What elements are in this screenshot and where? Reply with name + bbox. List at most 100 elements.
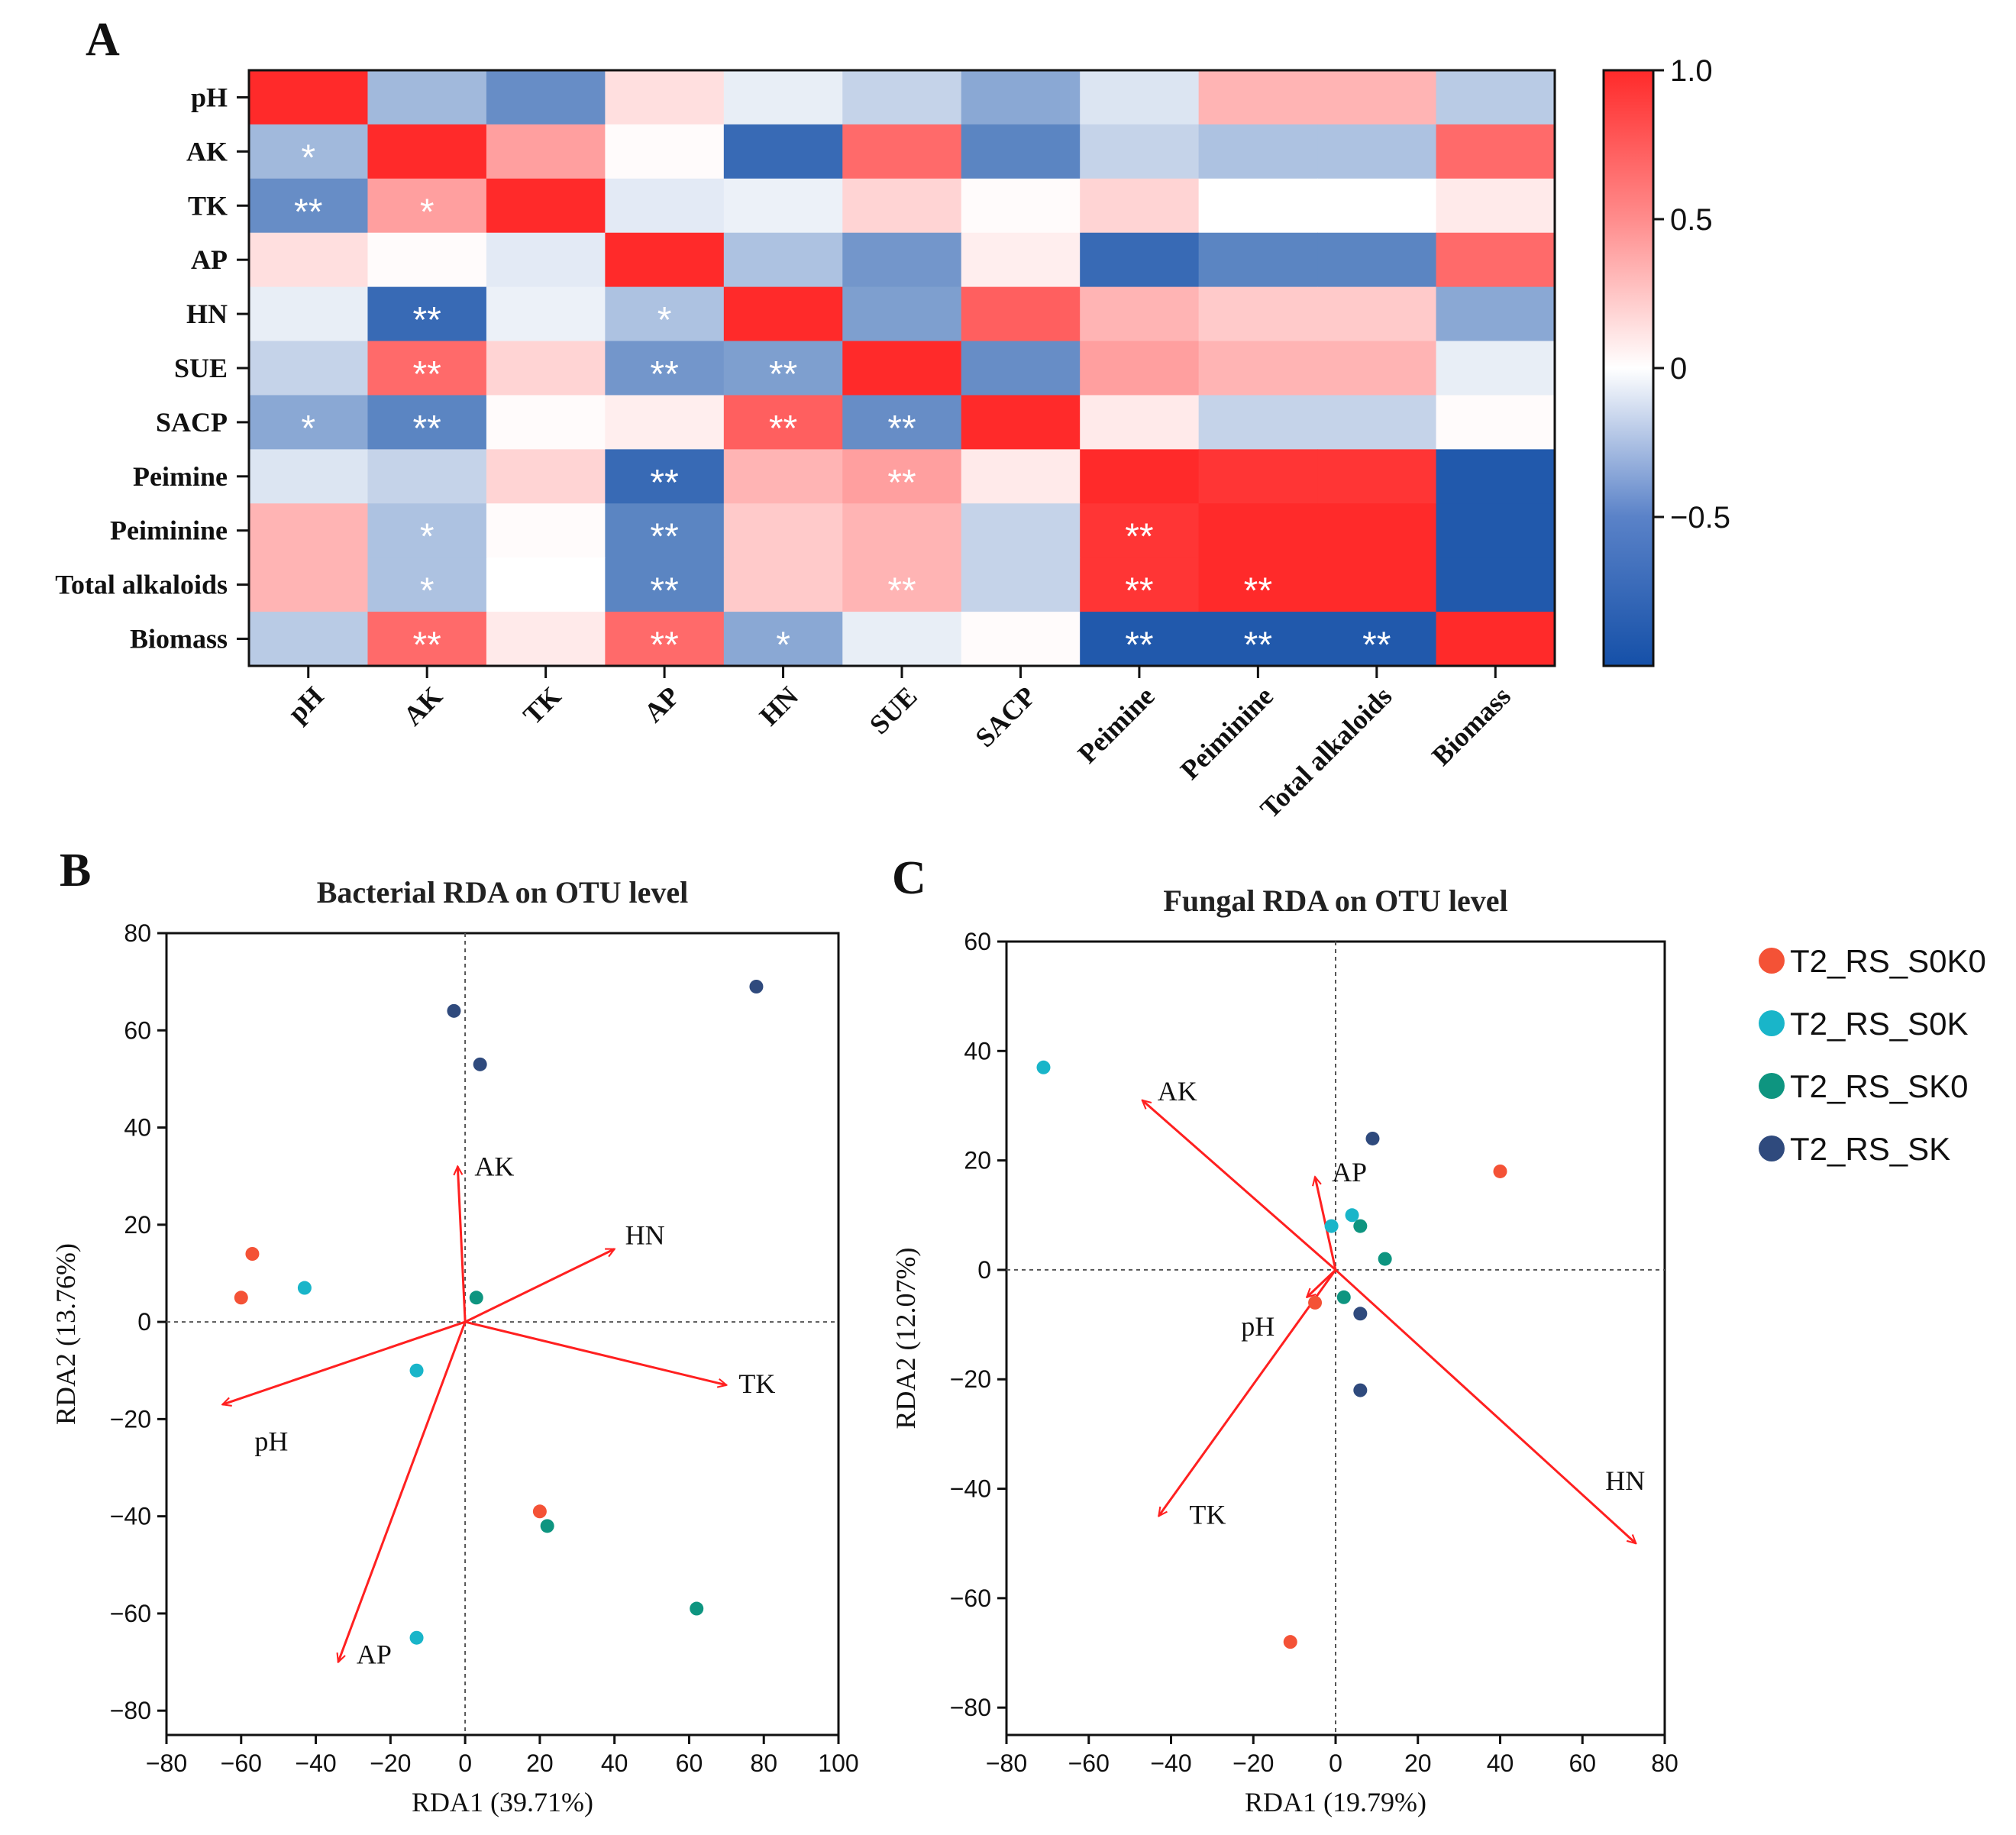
heatmap-cell-biomass-ak xyxy=(367,612,487,667)
x-axis-label: RDA1 (39.71%) xyxy=(412,1787,593,1817)
col-label-biomass: Biomass xyxy=(1426,680,1517,771)
col-label-sue: SUE xyxy=(864,680,923,740)
heatmap-cell-tk-ph xyxy=(249,178,369,234)
y-tick-label: −80 xyxy=(110,1697,151,1724)
heatmap-cell-peimine-biomass xyxy=(1436,449,1556,504)
significance-mark-peimine-ap: ** xyxy=(650,463,678,503)
x-tick-label: −60 xyxy=(221,1749,262,1777)
y-axis-label: RDA2 (13.76%) xyxy=(50,1243,81,1425)
x-axis-label: RDA1 (19.79%) xyxy=(1245,1787,1426,1817)
row-label-peiminine: Peiminine xyxy=(110,515,228,546)
y-tick-label: 0 xyxy=(137,1308,151,1336)
y-tick-label: 0 xyxy=(977,1256,991,1284)
heatmap-cell-total-alkaloids-ph xyxy=(249,557,369,612)
heatmap-cell-total-alkaloids-sue xyxy=(842,557,962,612)
heatmap-cell-ph-biomass xyxy=(1436,70,1556,125)
row-label-tk: TK xyxy=(188,190,228,221)
x-tick-label: 0 xyxy=(1329,1749,1342,1777)
heatmap-cell-ap-biomass xyxy=(1436,232,1556,288)
row-label-sacp: SACP xyxy=(156,407,228,438)
significance-mark-hn-ak: ** xyxy=(413,300,441,341)
heatmap-cell-tk-hn xyxy=(723,178,843,234)
significance-mark-peimine-sue: ** xyxy=(887,463,916,503)
y-tick-label: −20 xyxy=(110,1405,151,1433)
heatmap-cell-ap-ak xyxy=(367,232,487,288)
point-t2-rs-sk0 xyxy=(469,1291,483,1305)
heatmap-cell-peimine-peiminine xyxy=(1198,449,1318,504)
heatmap-significance: *** *** *** ** *** ** ** **** *** ** *** ** ** ** ****… xyxy=(294,137,1391,665)
heatmap-cell-tk-total-alkaloids xyxy=(1317,178,1437,234)
point-t2-rs-sk xyxy=(1353,1383,1368,1397)
heatmap-cell-sacp-hn xyxy=(723,395,843,450)
heatmap-cell-sue-peiminine xyxy=(1198,341,1318,396)
arrow-ap xyxy=(338,1321,467,1662)
y-tick-label: −40 xyxy=(950,1475,991,1503)
fungal-rda-plot: Fungal RDA on OTU level −80 −60 −40 −20 0 20 40… xyxy=(890,884,1678,1817)
heatmap-cell-total-alkaloids-hn xyxy=(723,557,843,612)
heatmap-cell-tk-peimine xyxy=(1080,178,1200,234)
heatmap-cells xyxy=(249,70,1556,667)
significance-mark-biomass-total-alkaloids: ** xyxy=(1362,625,1391,666)
legend-label-t2-rs-sk0: T2_RS_SK0 xyxy=(1790,1068,1968,1104)
x-tick-label: −40 xyxy=(1150,1749,1191,1777)
point-t2-rs-s0k0 xyxy=(245,1247,260,1261)
col-label-peimine: Peimine xyxy=(1072,680,1161,769)
heatmap-cell-biomass-ph xyxy=(249,612,369,667)
row-label-sue: SUE xyxy=(174,353,228,383)
point-t2-rs-s0k0 xyxy=(234,1291,248,1305)
y-tick-label: −60 xyxy=(110,1600,151,1627)
arrow-label-ak: AK xyxy=(474,1151,514,1181)
col-label-tk: TK xyxy=(517,680,567,730)
heatmap-cell-total-alkaloids-ak xyxy=(367,557,487,612)
heatmap-cell-ap-peiminine xyxy=(1198,232,1318,288)
heatmap-cell-hn-hn xyxy=(723,286,843,342)
heatmap-cell-biomass-biomass xyxy=(1436,612,1556,667)
heatmap-cell-ph-ak xyxy=(367,70,487,125)
heatmap-cell-peiminine-ak xyxy=(367,503,487,558)
plot-title: Bacterial RDA on OTU level xyxy=(317,875,689,909)
heatmap-cell-ph-peiminine xyxy=(1198,70,1318,125)
heatmap-cell-total-alkaloids-total-alkaloids xyxy=(1317,557,1437,612)
significance-mark-peiminine-ak: * xyxy=(420,517,435,557)
arrow-label-ap: AP xyxy=(357,1640,392,1670)
col-label-ap: AP xyxy=(638,680,686,728)
heatmap-cell-peiminine-sacp xyxy=(961,503,1081,558)
heatmap-cell-hn-biomass xyxy=(1436,286,1556,342)
significance-mark-sue-ak: ** xyxy=(413,354,441,395)
heatmap-cell-ak-sacp xyxy=(961,124,1081,179)
heatmap-cell-sue-ph xyxy=(249,341,369,396)
heatmap-cell-tk-peiminine xyxy=(1198,178,1318,234)
heatmap-cell-hn-ak xyxy=(367,286,487,342)
colorbar-tick-label: 0.5 xyxy=(1670,203,1713,237)
col-label-ph: pH xyxy=(282,680,329,728)
heatmap-cell-sue-sacp xyxy=(961,341,1081,396)
significance-mark-sacp-sue: ** xyxy=(887,409,916,449)
legend-marker-t2-rs-s0k0 xyxy=(1759,948,1785,974)
heatmap-cell-peimine-sacp xyxy=(961,449,1081,504)
col-label-sacp: SACP xyxy=(969,680,1042,753)
heatmap-cell-sue-ak xyxy=(367,341,487,396)
point-t2-rs-s0k xyxy=(409,1363,424,1378)
heatmap-cell-biomass-peimine xyxy=(1080,612,1200,667)
heatmap-cell-sacp-sacp xyxy=(961,395,1081,450)
col-label-peiminine: Peiminine xyxy=(1174,680,1279,785)
panel-label-b: B xyxy=(60,845,91,897)
significance-mark-total-alkaloids-sue: ** xyxy=(887,571,916,612)
significance-mark-ak-ph: * xyxy=(301,137,315,178)
heatmap-cell-sacp-peiminine xyxy=(1198,395,1318,450)
heatmap-cell-hn-sue xyxy=(842,286,962,342)
significance-mark-total-alkaloids-ak: * xyxy=(420,571,435,612)
x-tick-label: 60 xyxy=(1569,1749,1596,1777)
heatmap-cell-ak-tk xyxy=(486,124,606,179)
arrow-label-hn: HN xyxy=(1605,1465,1645,1496)
point-t2-rs-sk0 xyxy=(1336,1290,1351,1304)
plot-title: Fungal RDA on OTU level xyxy=(1163,884,1507,918)
significance-mark-total-alkaloids-ap: ** xyxy=(650,571,678,612)
x-tick-label: 100 xyxy=(818,1749,858,1777)
point-t2-rs-s0k xyxy=(1345,1208,1359,1223)
point-t2-rs-s0k0 xyxy=(532,1504,547,1519)
significance-mark-biomass-peiminine: ** xyxy=(1244,625,1272,666)
point-t2-rs-sk xyxy=(749,980,764,993)
heatmap-cell-ph-peimine xyxy=(1080,70,1200,125)
